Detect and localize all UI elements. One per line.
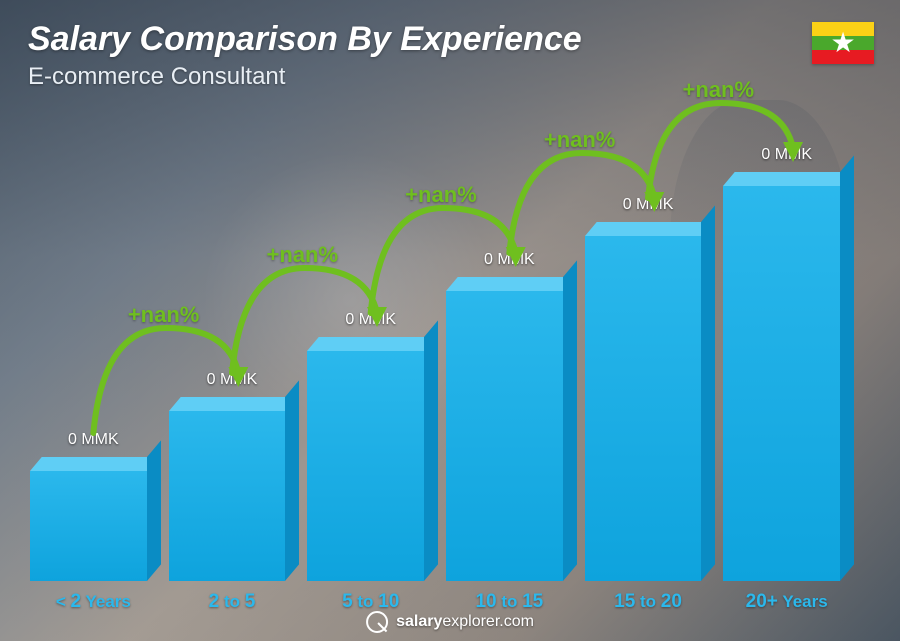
footer-text: salaryexplorer.com [396, 613, 534, 631]
bar-category-label: 15 to 20 [614, 591, 682, 613]
chart-subtitle: E-commerce Consultant [28, 63, 582, 91]
bar-category-label: 20+ Years [746, 591, 828, 613]
bar-category-label: 2 to 5 [209, 591, 256, 613]
chart-container: Salary Comparison By Experience E-commer… [0, 0, 900, 641]
country-flag-icon: ★ [812, 22, 874, 64]
increase-arrow-icon [30, 111, 850, 581]
bar-category-label: < 2 Years [56, 591, 131, 613]
footer-attribution: salaryexplorer.com [366, 611, 534, 633]
header: Salary Comparison By Experience E-commer… [28, 20, 582, 91]
magnifier-icon [366, 611, 388, 633]
footer-brand-bold: salary [396, 613, 442, 630]
flag-star-icon: ★ [830, 29, 855, 57]
chart-area: 0 MMK< 2 Years0 MMK2 to 50 MMK5 to 100 M… [30, 111, 850, 581]
footer-brand-rest: explorer.com [442, 613, 534, 630]
bar-category-label: 10 to 15 [475, 591, 543, 613]
percent-increase-label: +nan% [683, 77, 755, 103]
bar-category-label: 5 to 10 [342, 591, 399, 613]
chart-title: Salary Comparison By Experience [28, 20, 582, 59]
